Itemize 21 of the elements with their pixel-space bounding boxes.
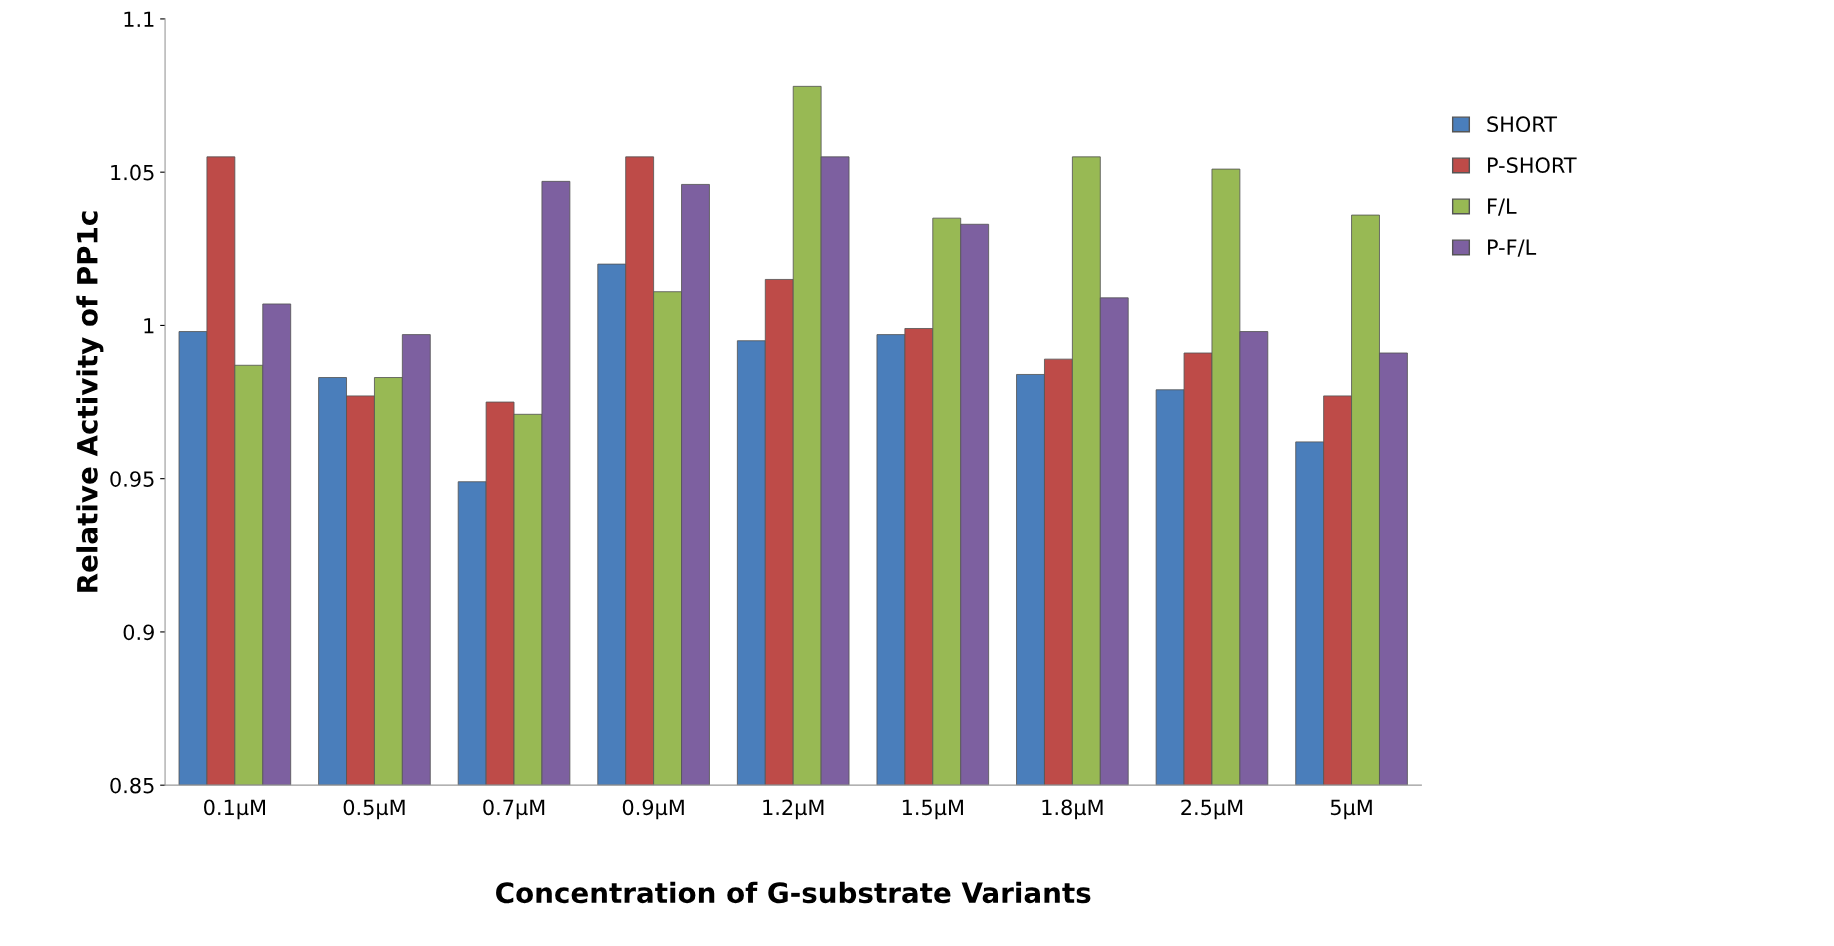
y-tick-label: 0.95 <box>110 471 154 487</box>
y-tick-label: 0.85 <box>110 777 154 794</box>
x-tick-label: 2.5µM <box>1181 799 1243 820</box>
y-tick-label: 1.1 <box>124 11 154 27</box>
x-tick-label: 0.1µM <box>204 799 265 820</box>
legend-label: P-SHORT <box>1488 157 1577 174</box>
x-tick-label: 0.5µM <box>343 799 405 820</box>
x-axis-title: Concentration of G-substrate Variants <box>496 881 1091 904</box>
y-tick-label: 0.9 <box>123 624 154 641</box>
y-tick-label: 1.05 <box>111 164 154 181</box>
x-tick-label: 0.7µM <box>483 799 545 820</box>
legend-label: SHORT <box>1487 116 1558 133</box>
y-axis-title: Relative Activity of PP1c <box>76 211 104 592</box>
x-tick-label: 1.2µM <box>763 799 824 820</box>
x-tick-label: 0.9µM <box>622 799 684 820</box>
y-tick-label: 1 <box>144 318 154 334</box>
x-tick-label: 1.5µM <box>902 799 963 820</box>
x-tick-label: 5µM <box>1330 799 1372 820</box>
legend-label: P-F/L <box>1488 239 1537 257</box>
legend-label: F/L <box>1488 198 1517 216</box>
x-tick-label: 1.8µM <box>1042 799 1103 820</box>
